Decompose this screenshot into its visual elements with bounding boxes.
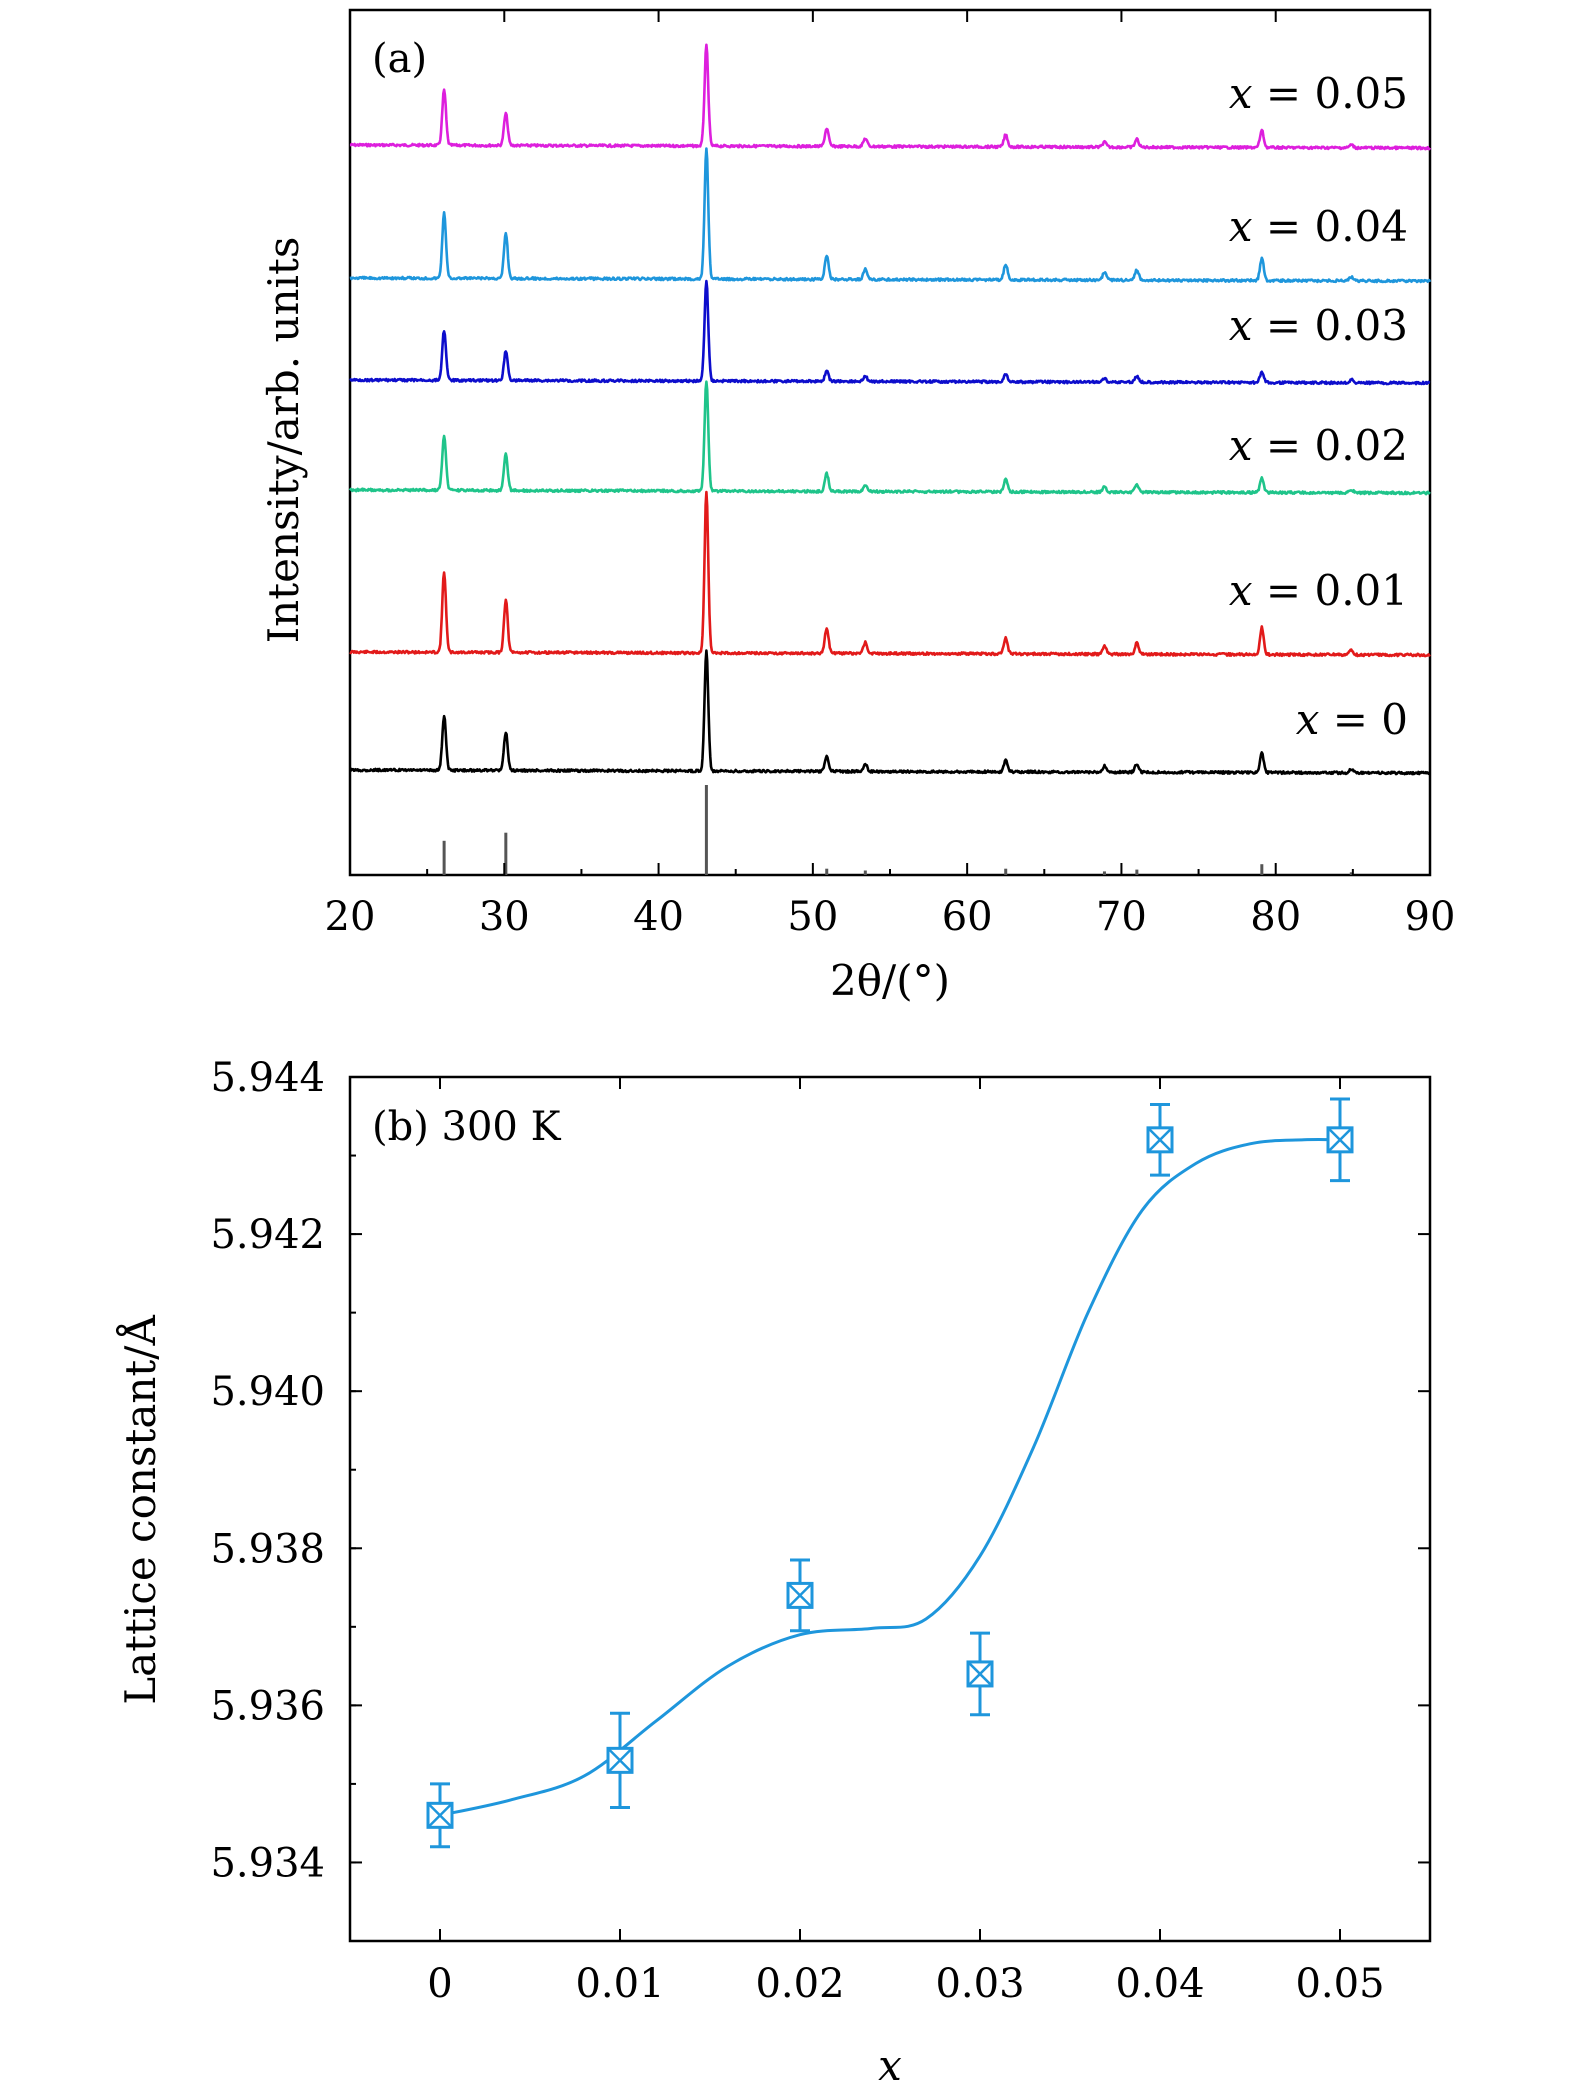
marker-cross-b [787, 1582, 813, 1609]
y-tick-label: 5.944 [210, 1055, 325, 1101]
xrd-series-line [349, 490, 1431, 658]
x-tick-label: 20 [325, 894, 376, 940]
x-tick-label: 0.03 [935, 1961, 1024, 2007]
xrd-series-line [349, 147, 1432, 284]
panel-b-fit-curve [439, 1138, 1341, 1817]
marker-cross-b [1147, 1126, 1173, 1153]
data-point [1326, 1097, 1354, 1183]
series-label: x = 0.03 [1229, 301, 1408, 350]
x-tick-label: 70 [1096, 894, 1147, 940]
y-tick-label: 5.936 [210, 1683, 325, 1729]
panel-b-x-axis-ticks: 0 0.01 0.02 0.03 0.04 0.05 [427, 1077, 1385, 2007]
data-point [786, 1558, 814, 1633]
series-label: x = 0.02 [1229, 421, 1408, 470]
y-tick-label: 5.934 [210, 1840, 325, 1886]
x-tick-label: 30 [479, 894, 530, 940]
marker-cross-b [1327, 1126, 1353, 1153]
x-tick-label: 80 [1250, 894, 1301, 940]
xrd-series-line [349, 649, 1431, 776]
series-label: x = 0 [1296, 695, 1408, 744]
marker-cross-b [967, 1661, 993, 1687]
panel-a-label: (a) [372, 36, 427, 82]
xrd-series-line [349, 43, 1432, 151]
panel-b-lattice-constant: 0 0.01 0.02 0.03 0.04 0.05 5.9345.9365.9385.9… [115, 1055, 1432, 2090]
data-point [606, 1711, 634, 1809]
series-label: x = 0.04 [1229, 202, 1408, 251]
panel-a-x-axis-title: 2θ/(°) [830, 956, 950, 1005]
data-point [966, 1631, 994, 1717]
y-tick-label: 5.938 [210, 1526, 325, 1572]
panel-a-reference-lines [442, 785, 1353, 875]
x-tick-label: 0.04 [1115, 1961, 1204, 2007]
panel-a-y-axis-title: Intensity/arb. units [259, 237, 308, 644]
panel-b-frame [348, 1075, 1432, 1943]
panel-b-y-axis-title: Lattice constant/Å [115, 1315, 165, 1705]
panel-a-x-axis-ticks: 20 30 40 50 60 70 80 90 [325, 10, 1456, 940]
x-tick-label: 0.02 [755, 1961, 844, 2007]
series-label: x = 0.01 [1229, 566, 1408, 615]
x-tick-label: 0 [427, 1961, 452, 2007]
x-tick-label: 50 [787, 894, 838, 940]
marker-cross-b [427, 1802, 453, 1829]
panel-b-label: (b) 300 K [372, 1104, 562, 1150]
panel-b-data-points [426, 1097, 1354, 1849]
data-point [1146, 1102, 1174, 1177]
x-tick-label: 0.01 [575, 1961, 664, 2007]
x-tick-label: 90 [1405, 894, 1456, 940]
panel-b-x-axis-title: x [878, 2041, 902, 2090]
marker-cross-b [607, 1747, 633, 1774]
y-tick-label: 5.942 [210, 1212, 325, 1258]
panel-a-series-layer [348, 43, 1432, 776]
panel-a-series-labels: x = 0.05 x = 0.04 x = 0.03 x = 0.02 x = 0.01… [1229, 69, 1408, 744]
data-point [426, 1782, 454, 1849]
x-tick-label: 0.05 [1295, 1961, 1384, 2007]
panel-a-xrd-patterns: x = 0.05 x = 0.04 x = 0.03 x = 0.02 x = 0.01… [259, 8, 1456, 1005]
xrd-series-line [349, 279, 1431, 386]
x-tick-label: 40 [633, 894, 684, 940]
series-label: x = 0.05 [1229, 69, 1408, 118]
xrd-series-line [348, 380, 1431, 496]
panel-b-y-axis-ticks: 5.934 5.936 5.938 5.940 5.942 5.944 [210, 1055, 1430, 1942]
fit-curve-line [439, 1138, 1341, 1817]
y-tick-label: 5.940 [210, 1369, 325, 1415]
x-tick-label: 60 [942, 894, 993, 940]
